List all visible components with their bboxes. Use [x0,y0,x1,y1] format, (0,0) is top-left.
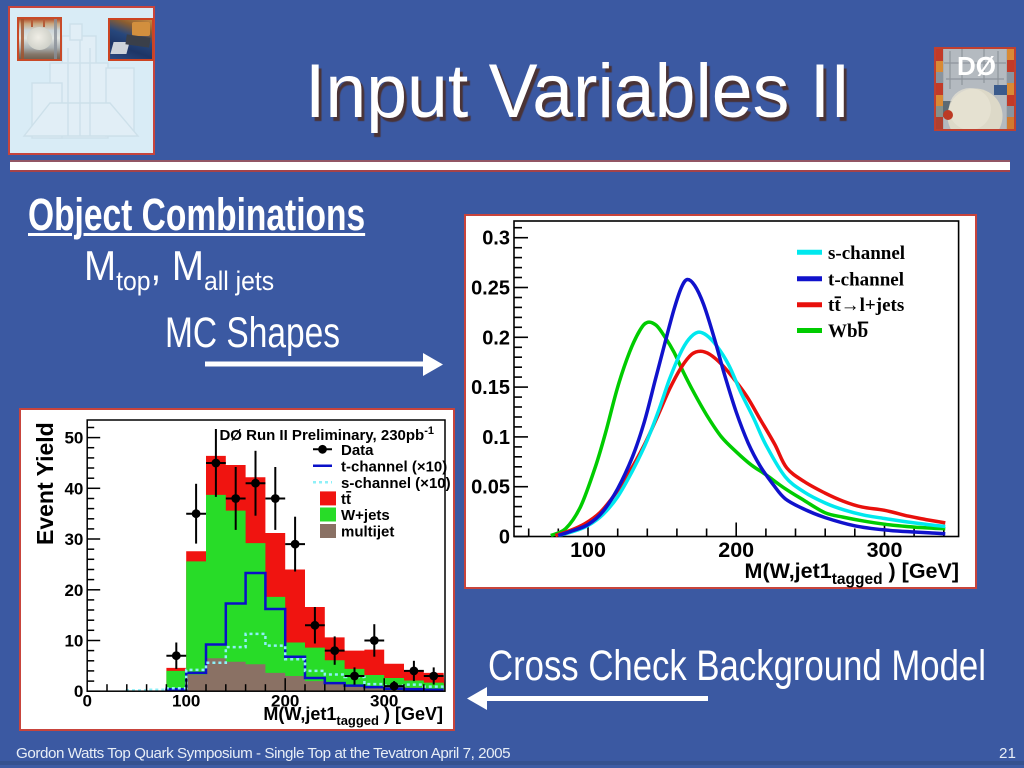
svg-text:0.1: 0.1 [482,427,510,449]
svg-text:0.25: 0.25 [471,278,510,300]
svg-text:0.2: 0.2 [482,327,510,349]
svg-text:Event Yield: Event Yield [32,422,58,545]
svg-text:0.05: 0.05 [471,477,510,499]
svg-text:30: 30 [64,530,83,549]
svg-text:W+jets: W+jets [341,507,390,524]
svg-text:40: 40 [64,479,83,498]
svg-text:200: 200 [271,692,299,711]
svg-text:0.15: 0.15 [471,377,510,399]
svg-text:multijet: multijet [341,524,394,541]
svg-text:100: 100 [172,692,200,711]
svg-text:200: 200 [718,538,754,562]
svg-text:Data: Data [341,442,374,459]
svg-text:300: 300 [370,692,398,711]
svg-text:DØ: DØ [957,51,996,81]
svg-text:0: 0 [74,682,83,701]
svg-text:t-channel: t-channel [828,269,904,290]
svg-text:20: 20 [64,581,83,600]
svg-text:300: 300 [867,538,903,562]
svg-text:Wbb: Wbb [828,321,868,342]
svg-text:10: 10 [64,632,83,651]
svg-text:tt: tt [341,491,351,508]
svg-text:s-channel (×10): s-channel (×10) [341,475,451,492]
svg-text:s-channel: s-channel [828,243,905,264]
svg-text:t-channel (×10): t-channel (×10) [341,458,447,475]
svg-text:0: 0 [499,527,510,549]
svg-text:tt→l+jets: tt→l+jets [828,295,904,316]
svg-text:DØ Run II Preliminary, 230pb-1: DØ Run II Preliminary, 230pb-1 [219,425,434,444]
svg-text:0: 0 [82,692,91,711]
svg-text:50: 50 [64,429,83,448]
svg-text:0.3: 0.3 [482,228,510,250]
svg-text:100: 100 [570,538,606,562]
